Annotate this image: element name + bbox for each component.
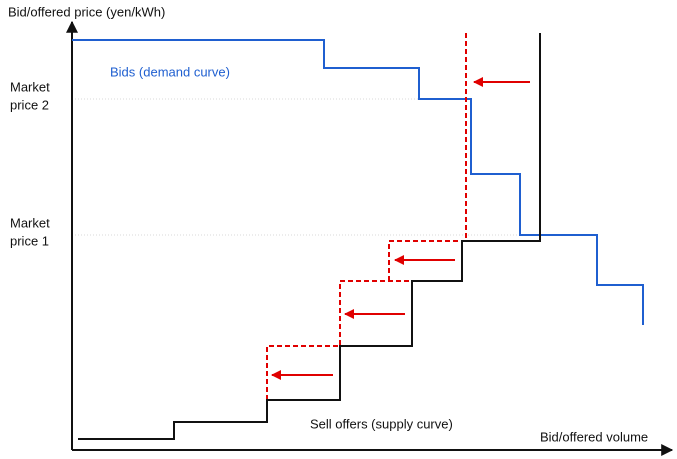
demand-label: Bids (demand curve) <box>110 64 230 79</box>
shifted-supply <box>388 33 467 281</box>
shifted-supply <box>266 280 412 400</box>
y-axis-label: Bid/offered price (yen/kWh) <box>8 4 165 19</box>
market-price-label: Market <box>10 215 50 230</box>
market-price-label: price 2 <box>10 97 49 112</box>
demand-curve <box>72 39 644 325</box>
market-price-label: price 1 <box>10 233 49 248</box>
x-axis-label: Bid/offered volume <box>540 429 648 444</box>
supply-curve <box>78 33 541 440</box>
supply-label: Sell offers (supply curve) <box>310 416 453 431</box>
market-price-label: Market <box>10 79 50 94</box>
